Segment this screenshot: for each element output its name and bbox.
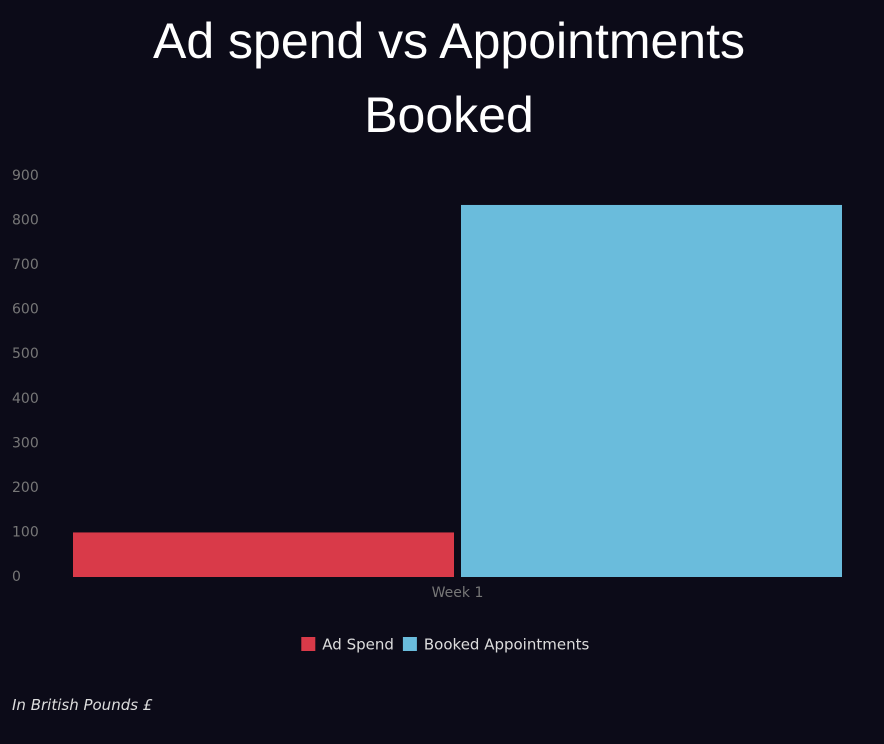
legend-swatch [301, 637, 316, 651]
y-tick-label: 200 [12, 480, 39, 496]
y-tick-label: 700 [12, 257, 39, 273]
y-tick-label: 600 [12, 302, 39, 318]
x-tick-label: Week 1 [432, 585, 484, 601]
y-tick-label: 0 [12, 569, 21, 585]
legend-swatch [402, 637, 417, 651]
y-tick-label: 400 [12, 391, 39, 407]
y-tick-label: 800 [12, 213, 39, 229]
y-tick-label: 300 [12, 435, 39, 451]
y-tick-label: 500 [12, 346, 39, 362]
y-tick-label: 900 [12, 168, 39, 184]
y-tick-label: 100 [12, 524, 39, 540]
legend-label: Ad Spend [322, 636, 394, 654]
chart: 0 100 200 300 400 500 600 700 800 900 Week 1 Ad Spe… [12, 168, 842, 654]
bar [461, 204, 842, 577]
legend-label: Booked Appointments [424, 636, 590, 654]
chart-title: Ad spend vs Appointments Booked [152, 13, 746, 143]
bar [73, 532, 454, 577]
footnote: In British Pounds £ [12, 696, 153, 714]
